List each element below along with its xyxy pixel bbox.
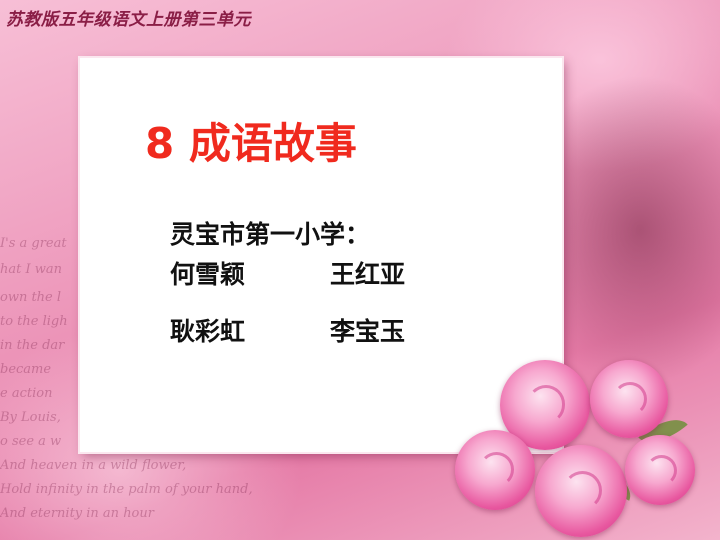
script-line: e action bbox=[0, 386, 53, 401]
author-name: 耿彩虹 bbox=[170, 317, 246, 346]
script-line: hat I wan bbox=[0, 262, 62, 277]
script-line: o see a w bbox=[0, 434, 62, 449]
rose-icon bbox=[590, 360, 668, 438]
script-line: And heaven in a wild flower, bbox=[0, 458, 187, 473]
rose-icon bbox=[535, 445, 627, 537]
script-line: By Louis, bbox=[0, 410, 61, 425]
school-name: 灵宝市第一小学： bbox=[170, 220, 371, 249]
script-line: Hold infinity in the palm of your hand, bbox=[0, 482, 253, 497]
author-name: 王红亚 bbox=[330, 260, 406, 289]
script-line: I's a great bbox=[0, 236, 67, 251]
rose-icon bbox=[455, 430, 535, 510]
script-line: And eternity in an hour bbox=[0, 506, 154, 521]
script-line: in the dar bbox=[0, 338, 65, 353]
content-card bbox=[80, 58, 562, 452]
author-name: 李宝玉 bbox=[330, 317, 406, 346]
course-header: 苏教版五年级语文上册第三单元 bbox=[6, 10, 251, 30]
rose-icon bbox=[625, 435, 695, 505]
author-name: 何雪颖 bbox=[170, 260, 246, 289]
lesson-title: 8 成语故事 bbox=[145, 119, 357, 168]
script-line: became bbox=[0, 362, 52, 377]
script-line: own the l bbox=[0, 290, 62, 305]
script-line: to the ligh bbox=[0, 314, 68, 329]
